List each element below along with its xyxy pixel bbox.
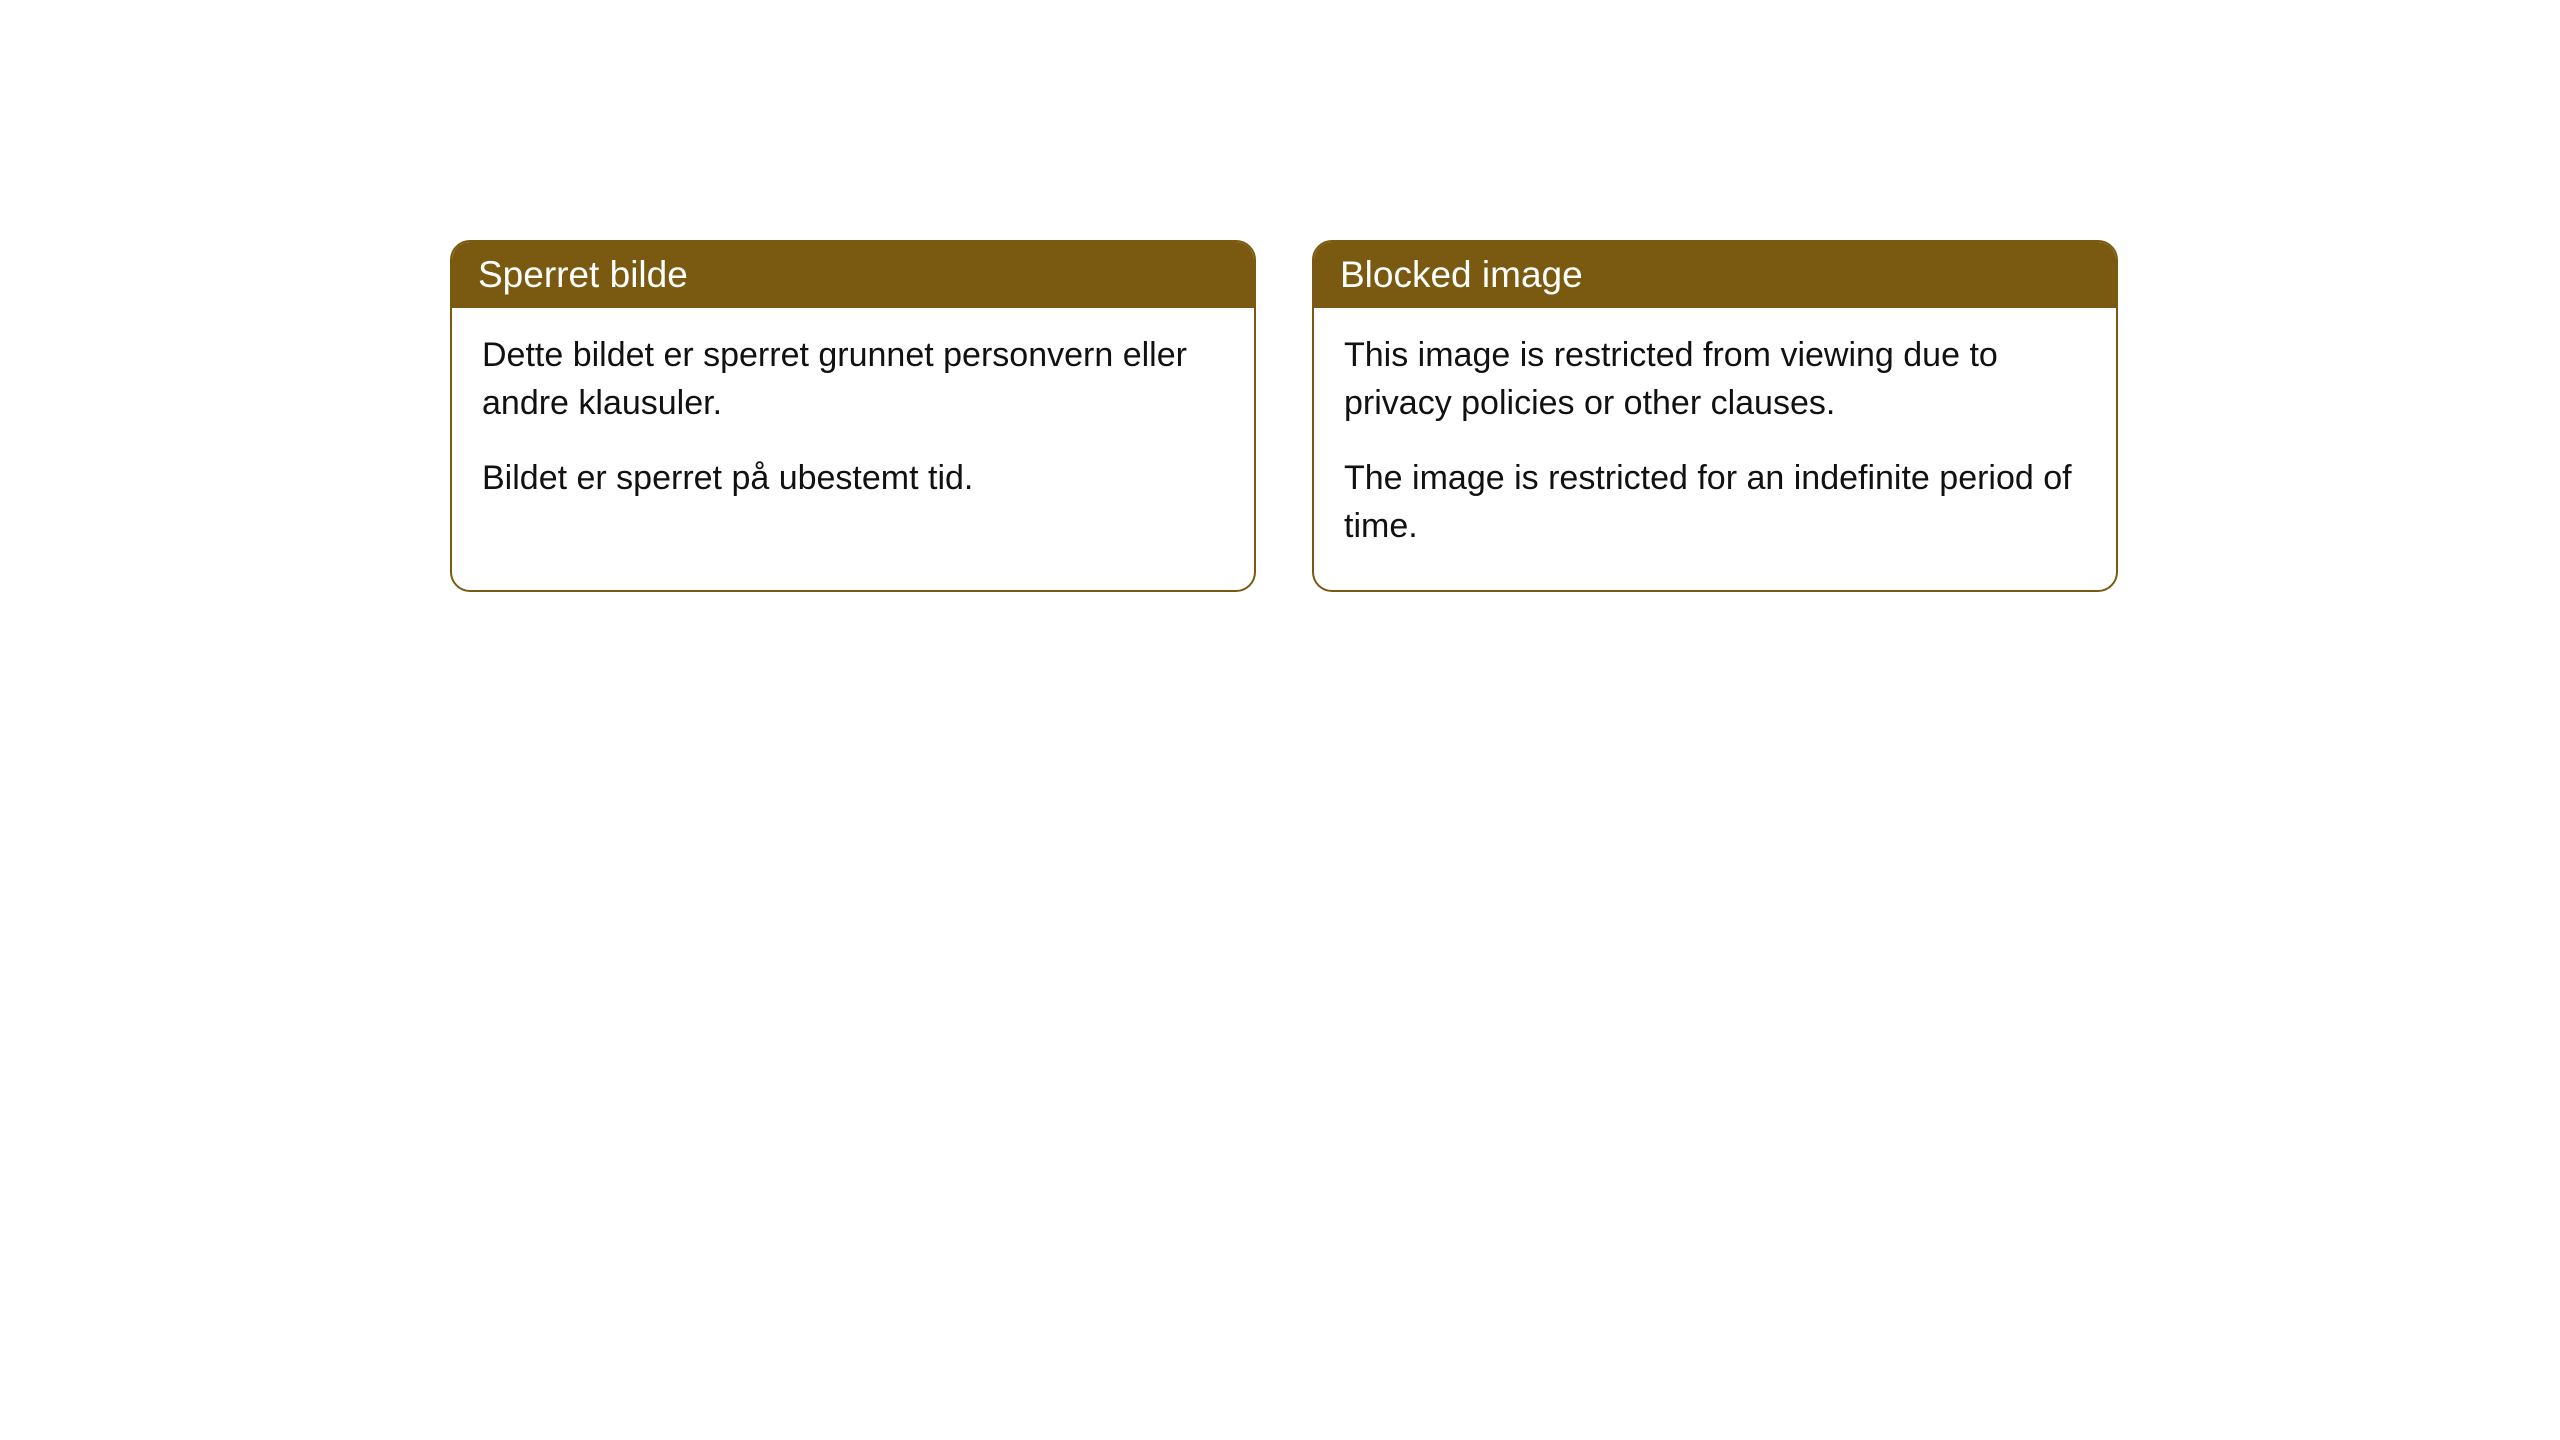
- notice-title: Blocked image: [1340, 254, 1583, 295]
- notice-paragraph: The image is restricted for an indefinit…: [1344, 455, 2086, 550]
- notice-paragraph: This image is restricted from viewing du…: [1344, 332, 2086, 427]
- notice-card-norwegian: Sperret bilde Dette bildet er sperret gr…: [450, 240, 1256, 592]
- notice-header: Sperret bilde: [452, 242, 1254, 308]
- notice-body: Dette bildet er sperret grunnet personve…: [452, 308, 1254, 543]
- notice-paragraph: Bildet er sperret på ubestemt tid.: [482, 455, 1224, 503]
- notice-body: This image is restricted from viewing du…: [1314, 308, 2116, 590]
- notice-header: Blocked image: [1314, 242, 2116, 308]
- notice-cards-container: Sperret bilde Dette bildet er sperret gr…: [450, 240, 2118, 592]
- notice-paragraph: Dette bildet er sperret grunnet personve…: [482, 332, 1224, 427]
- notice-card-english: Blocked image This image is restricted f…: [1312, 240, 2118, 592]
- notice-title: Sperret bilde: [478, 254, 688, 295]
